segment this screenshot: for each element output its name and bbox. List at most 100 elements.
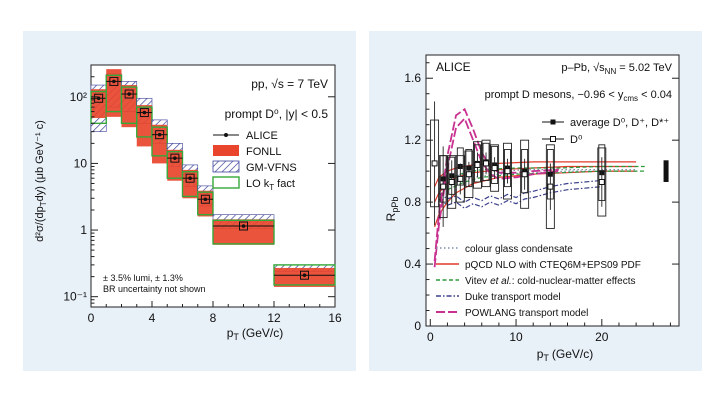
alice-sys-box-9 xyxy=(300,270,309,280)
series-0-sys-box-6 xyxy=(491,145,499,184)
kt-band-4 xyxy=(151,126,168,157)
system-label: p–Pb, √sNN = 5.02 TeV xyxy=(561,62,672,76)
right-x-tick-label-2: 20 xyxy=(595,330,609,344)
series-1-point-10 xyxy=(547,183,554,190)
left-x-label-sub: T xyxy=(233,332,239,342)
kt-band-7 xyxy=(197,191,214,216)
right-y-tick-label-2: 0.8 xyxy=(404,195,421,209)
nuclear-modification-chart: 0 10 20 0 0.4 0.8 1.2 1.6 ALICE p–Pb, √sNN = 5.… xyxy=(384,54,680,363)
legend-label-text-0: ALICE xyxy=(246,130,278,142)
right-y-label: R xyxy=(384,212,398,221)
legend-gmvfns-swatch xyxy=(212,160,240,173)
legend-alice-marker xyxy=(224,133,228,137)
alice-point-1 xyxy=(112,79,116,84)
right-x-label-sub: T xyxy=(543,353,549,363)
legend-model-label-0: colour glass condensate xyxy=(465,244,573,255)
left-panel: 0 4 8 12 16 10⁻¹ 1 10 10² pp, √s = 7 TeV prompt … xyxy=(23,31,356,371)
selection-sub: cms xyxy=(623,94,638,103)
right-y-tick-label-0: 0 xyxy=(414,319,421,333)
legend-label-text-1: FONLL xyxy=(246,146,281,158)
left-x-axis-title: pT (GeV/c) xyxy=(227,326,284,342)
legend-model-text-2: Vitev xyxy=(465,276,487,287)
legend-average-label: average D⁰, D⁺, D*⁺ xyxy=(570,117,669,129)
cross-section-chart: 0 4 8 12 16 10⁻¹ 1 10 10² pp, √s = 7 TeV prompt … xyxy=(34,64,342,342)
legend-label-2: GM-VFNS xyxy=(246,162,297,174)
right-x-axis-title: pT (GeV/c) xyxy=(537,347,594,363)
right-plot-frame xyxy=(425,54,680,327)
legend-label-0: ALICE xyxy=(246,130,278,142)
series-1-point-7 xyxy=(491,165,498,172)
legend-model-label-1: pQCD NLO with CTEQ6M+EPS09 PDF xyxy=(465,260,641,271)
series-1-sys-box-8 xyxy=(503,142,512,200)
alice-sys-box-0 xyxy=(94,93,104,103)
left-x-tick-label-4: 16 xyxy=(328,311,342,325)
fonll-band-1 xyxy=(106,69,122,117)
left-y-tick-label-2: 10 xyxy=(74,156,88,170)
legend-label-text-2: GM-VFNS xyxy=(246,162,297,174)
system-sub: NN xyxy=(605,67,617,76)
series-1-point-11 xyxy=(598,178,605,185)
left-y-tick-label-1: 1 xyxy=(80,223,87,237)
model-curve-3-1 xyxy=(438,179,602,203)
selection-text: prompt D mesons, −0.96 < y xyxy=(485,89,624,101)
alice-sys-box-5 xyxy=(170,153,180,163)
alice-point-3 xyxy=(142,110,147,115)
alice-sys-box-1 xyxy=(109,76,119,86)
legend-model-italic-2: et al. xyxy=(490,276,512,287)
series-1-point-8 xyxy=(504,168,511,175)
selection-rest: < 0.04 xyxy=(638,89,672,101)
legend-d0-label: D⁰ xyxy=(570,134,583,146)
right-panel: 0 10 20 0 0.4 0.8 1.2 1.6 ALICE p–Pb, √sNN = 5.… xyxy=(369,31,702,371)
alice-point-7 xyxy=(203,197,208,202)
series-1-point-4 xyxy=(465,171,472,178)
fonll-band-9 xyxy=(274,267,335,287)
legend-model-text-1: pQCD NLO with CTEQ6M+EPS09 PDF xyxy=(465,260,641,271)
alice-point-0 xyxy=(96,96,101,101)
system-text: p–Pb, √s xyxy=(561,62,605,74)
alice-point-2 xyxy=(127,92,131,96)
series-1-sys-box-4 xyxy=(464,150,474,198)
alice-sys-box-3 xyxy=(139,108,149,118)
left-note-line-2: BR uncertainty not shown xyxy=(103,284,206,294)
series-1-point-6 xyxy=(483,160,490,167)
model-curve-3-0 xyxy=(438,186,602,210)
left-y-label-sub: T xyxy=(39,201,48,206)
left-annotation: pp, √s = 7 TeV xyxy=(251,77,328,91)
fonll-band-2 xyxy=(121,85,137,128)
left-x-label-unit: (GeV/c) xyxy=(242,326,283,340)
series-1-point-2 xyxy=(448,178,455,185)
series-1-sys-box-10 xyxy=(545,144,555,229)
series-1-sys-box-11 xyxy=(597,147,607,217)
system-rest: = 5.02 TeV xyxy=(616,62,672,74)
legend-model-rest-2: : cold-nuclear-matter effects xyxy=(512,276,636,287)
right-x-label: p xyxy=(537,347,544,361)
right-x-tick-label-0: 0 xyxy=(427,330,434,344)
legend-fonll-swatch xyxy=(213,145,239,156)
right-x-label-unit: (GeV/c) xyxy=(552,347,593,361)
series-1-sys-box-7 xyxy=(490,144,500,192)
legend-label-sub-3: T xyxy=(269,183,274,192)
legend-model-label-4: POWLANG transport model xyxy=(465,308,588,319)
alice-point-5 xyxy=(173,156,177,160)
series-1-sys-box-2 xyxy=(447,155,457,209)
left-x-tick-label-0: 0 xyxy=(88,311,95,325)
fonll-band-8 xyxy=(213,219,274,245)
left-legend-title: prompt D⁰, |y| < 0.5 xyxy=(225,107,329,121)
alice-point-8 xyxy=(241,224,246,228)
normalization-uncertainty-box xyxy=(663,160,669,182)
right-y-tick-label-1: 0.4 xyxy=(404,257,421,271)
left-x-tick-label-2: 8 xyxy=(210,311,217,325)
right-x-tick-label-1: 10 xyxy=(509,330,523,344)
alice-point-9 xyxy=(302,273,307,278)
legend-model-text-3: Duke transport model xyxy=(465,292,561,303)
left-x-tick-label-3: 12 xyxy=(267,311,281,325)
alice-sys-box-6 xyxy=(185,173,195,183)
legend-label-3: LO kT fact xyxy=(246,178,295,192)
alice-sys-box-2 xyxy=(124,89,134,99)
model-curve-0-0 xyxy=(438,170,637,191)
series-1-sys-box-6 xyxy=(481,139,491,188)
series-1-point-3 xyxy=(457,175,464,182)
legend-label-text-3: LO k xyxy=(246,178,270,190)
series-1-point-1 xyxy=(440,183,447,190)
legend-label-rest-3: fact xyxy=(274,178,295,190)
